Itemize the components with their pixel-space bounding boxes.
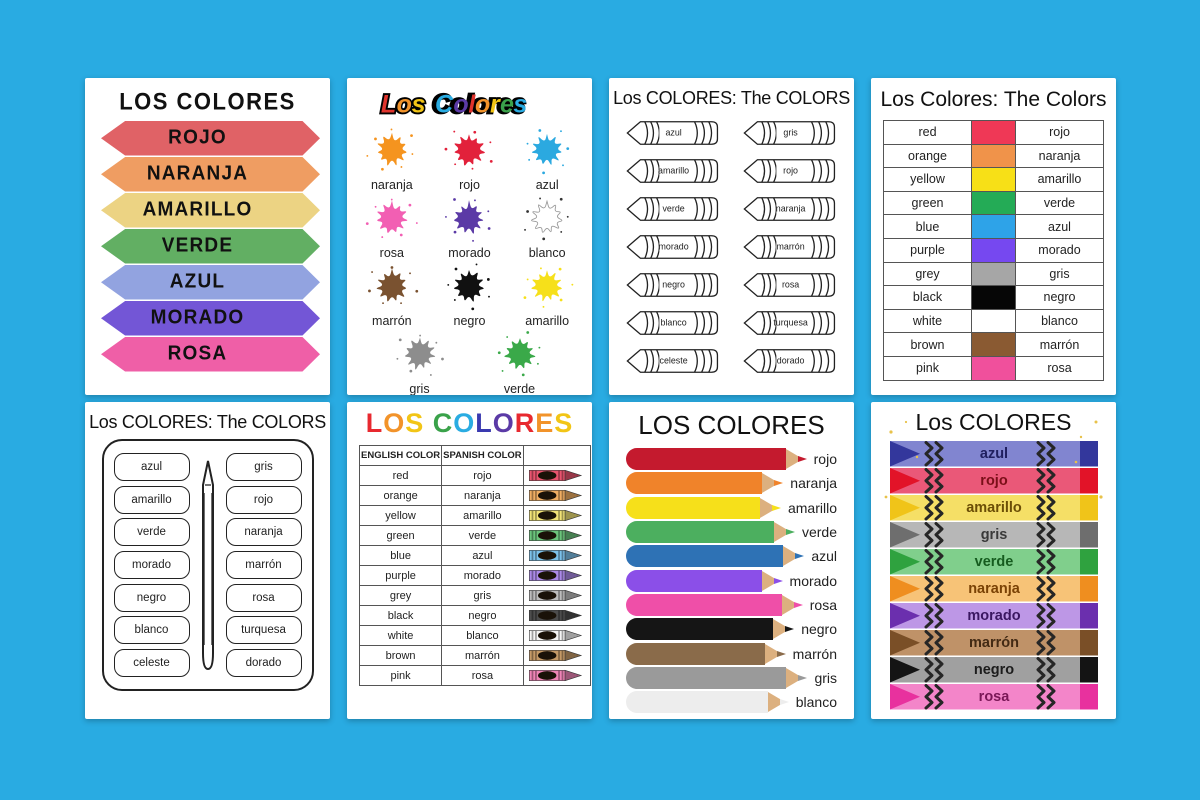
- svg-text:celeste: celeste: [660, 355, 688, 365]
- svg-text:L: L: [380, 90, 395, 118]
- svg-text:azul: azul: [665, 127, 681, 137]
- svg-text:C: C: [435, 90, 454, 118]
- svg-text:marrón: marrón: [969, 635, 1019, 651]
- svg-text:naranja: naranja: [968, 581, 1021, 597]
- svg-text:negro: negro: [973, 662, 1013, 678]
- svg-text:blanco: blanco: [661, 317, 687, 327]
- svg-text:gris: gris: [783, 127, 798, 137]
- svg-text:verde: verde: [974, 554, 1013, 570]
- svg-text:naranja: naranja: [776, 203, 806, 213]
- svg-text:s: s: [411, 90, 425, 118]
- svg-text:verde: verde: [662, 203, 684, 213]
- svg-text:o: o: [396, 90, 411, 118]
- svg-text:amarillo: amarillo: [658, 165, 689, 175]
- svg-text:amarillo: amarillo: [966, 500, 1022, 516]
- svg-text:turquesa: turquesa: [773, 317, 808, 327]
- svg-text:rosa: rosa: [782, 279, 799, 289]
- svg-text:rojo: rojo: [980, 473, 1008, 489]
- svg-text:negro: negro: [662, 279, 685, 289]
- svg-text:o: o: [475, 90, 490, 118]
- svg-text:rosa: rosa: [978, 689, 1010, 705]
- svg-text:rojo: rojo: [783, 165, 798, 175]
- svg-text:marrón: marrón: [777, 241, 805, 251]
- svg-text:morado: morado: [967, 608, 1020, 624]
- svg-text:gris: gris: [980, 527, 1007, 543]
- svg-text:s: s: [513, 90, 527, 118]
- svg-text:morado: morado: [659, 241, 689, 251]
- svg-text:o: o: [453, 90, 468, 118]
- svg-text:azul: azul: [979, 446, 1007, 462]
- svg-text:e: e: [500, 90, 514, 118]
- svg-text:dorado: dorado: [777, 355, 805, 365]
